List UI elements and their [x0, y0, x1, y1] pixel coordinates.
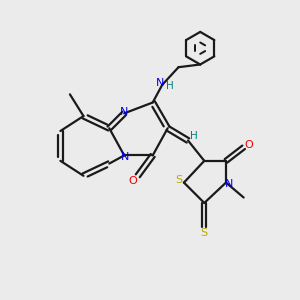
- Text: O: O: [244, 140, 253, 150]
- Text: N: N: [121, 152, 129, 161]
- Text: S: S: [201, 228, 208, 238]
- Text: S: S: [175, 176, 182, 185]
- Text: N: N: [225, 179, 233, 189]
- Text: N: N: [120, 107, 128, 117]
- Text: O: O: [128, 176, 137, 186]
- Text: H: H: [167, 81, 174, 91]
- Text: N: N: [156, 79, 164, 88]
- Text: H: H: [190, 130, 198, 141]
